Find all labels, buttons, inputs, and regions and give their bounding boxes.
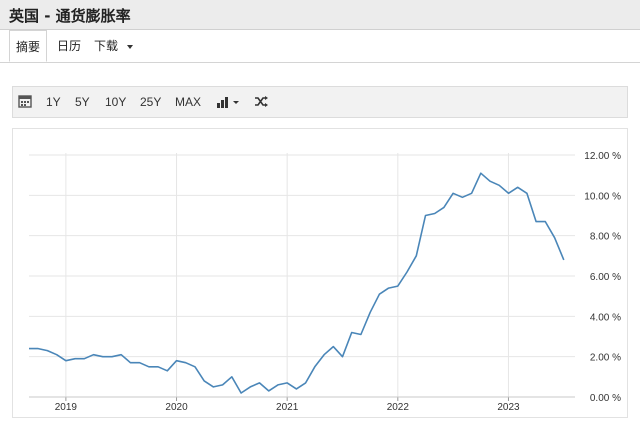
range-5y-button[interactable]: 5Y: [75, 95, 90, 109]
bar-chart-icon[interactable]: [216, 95, 242, 109]
chart-toolbar: 1Y 5Y 10Y 25Y MAX: [12, 86, 628, 118]
chevron-down-icon: [126, 44, 133, 49]
tab-summary-label: 摘要: [15, 40, 40, 54]
title-bar: 英国 - 通货膨胀率: [0, 0, 640, 30]
chart-panel: 0.00 % 2.00 % 4.00 % 6.00 % 8.00 % 10.00 % 12.…: [12, 128, 628, 418]
x-tick-label: 2023: [497, 402, 520, 413]
tab-download[interactable]: 下载: [94, 30, 133, 62]
tab-calendar[interactable]: 日历: [57, 30, 81, 62]
tab-calendar-label: 日历: [57, 39, 82, 53]
tab-summary[interactable]: 摘要: [9, 30, 47, 62]
tab-bar: 摘要 日历 下载: [0, 30, 640, 63]
y-tick-label: 10.00 %: [584, 191, 621, 202]
y-tick-label: 6.00 %: [590, 272, 621, 283]
range-25y-button[interactable]: 25Y: [140, 95, 162, 109]
range-10y-button[interactable]: 10Y: [105, 95, 127, 109]
x-tick-label: 2022: [387, 402, 410, 413]
y-tick-label: 0.00 %: [590, 393, 621, 404]
x-tick-label: 2021: [276, 402, 299, 413]
tab-download-label: 下载: [94, 39, 119, 53]
y-tick-label: 8.00 %: [590, 232, 621, 243]
chevron-down-icon: [233, 101, 239, 104]
y-tick-label: 4.00 %: [590, 312, 621, 323]
page-title: 英国 - 通货膨胀率: [9, 7, 131, 25]
shuffle-icon[interactable]: [254, 95, 269, 109]
y-tick-label: 12.00 %: [584, 151, 621, 162]
range-max-button[interactable]: MAX: [175, 95, 202, 109]
inflation-chart: 0.00 % 2.00 % 4.00 % 6.00 % 8.00 % 10.00 % 12.…: [29, 151, 621, 413]
range-1y-button[interactable]: 1Y: [46, 95, 61, 109]
y-tick-label: 2.00 %: [590, 353, 621, 364]
series-line: [29, 172, 565, 394]
x-tick-label: 2020: [165, 402, 188, 413]
calendar-icon[interactable]: [18, 94, 32, 110]
x-tick-label: 2019: [55, 402, 78, 413]
